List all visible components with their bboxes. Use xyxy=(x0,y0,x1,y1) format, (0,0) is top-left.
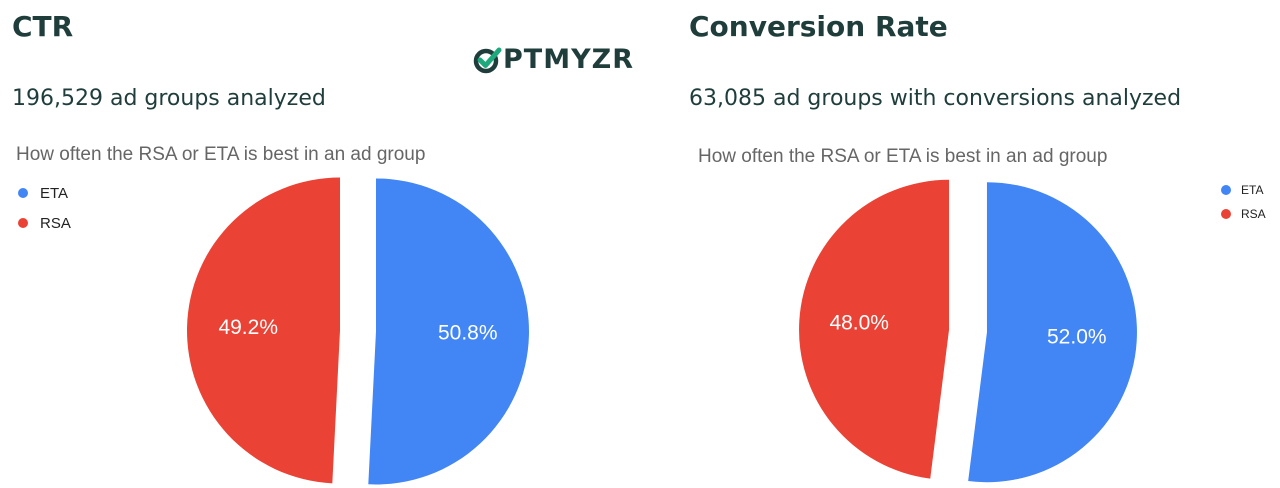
slice-label-rsa: 48.0% xyxy=(829,312,889,335)
pie-slice-eta xyxy=(368,178,529,485)
chart-legend: ETA RSA xyxy=(18,178,71,238)
chart-title: How often the RSA or ETA is best in an a… xyxy=(16,144,426,165)
pie-slice-rsa xyxy=(187,177,341,484)
conversion-rate-pie-chart: 52.0% 48.0% xyxy=(799,179,1137,483)
slice-label-eta: 50.8% xyxy=(438,321,498,344)
panel-title: Conversion Rate xyxy=(689,10,948,43)
logo-wordmark: PTMYZR xyxy=(503,44,634,75)
slice-label-eta: 52.0% xyxy=(1047,325,1107,348)
pie-slice-rsa xyxy=(799,179,950,479)
legend-item-eta: ETA xyxy=(1221,178,1266,202)
checkmark-o-icon xyxy=(473,47,502,73)
chart-title: How often the RSA or ETA is best in an a… xyxy=(698,146,1108,167)
chart-legend: ETA RSA xyxy=(1221,178,1266,226)
legend-label-eta: ETA xyxy=(1241,183,1264,197)
conversion-rate-panel: 52.0% 48.0% Conversion Rate 63,085 ad gro… xyxy=(640,0,1280,488)
legend-item-rsa: RSA xyxy=(1221,202,1266,226)
legend-label-eta: ETA xyxy=(40,184,69,202)
legend-label-rsa: RSA xyxy=(40,214,71,232)
legend-item-rsa: RSA xyxy=(18,208,71,238)
panel-subtitle: 63,085 ad groups with conversions analyz… xyxy=(689,86,1182,111)
slice-label-rsa: 49.2% xyxy=(218,316,278,339)
legend-swatch-eta xyxy=(1221,185,1231,195)
panel-subtitle: 196,529 ad groups analyzed xyxy=(12,86,326,111)
legend-label-rsa: RSA xyxy=(1241,207,1266,221)
legend-swatch-rsa xyxy=(18,218,28,228)
pie-slice-eta xyxy=(968,182,1137,483)
ctr-pie-chart: 50.8% 49.2% xyxy=(187,177,529,485)
optmyzr-logo: PTMYZR xyxy=(472,44,634,75)
ctr-panel: 50.8% 49.2% CTR 196,529 ad groups analyze… xyxy=(12,10,529,485)
panel-title: CTR xyxy=(12,10,74,43)
legend-item-eta: ETA xyxy=(18,178,71,208)
legend-swatch-eta xyxy=(18,188,28,198)
legend-swatch-rsa xyxy=(1221,209,1231,219)
